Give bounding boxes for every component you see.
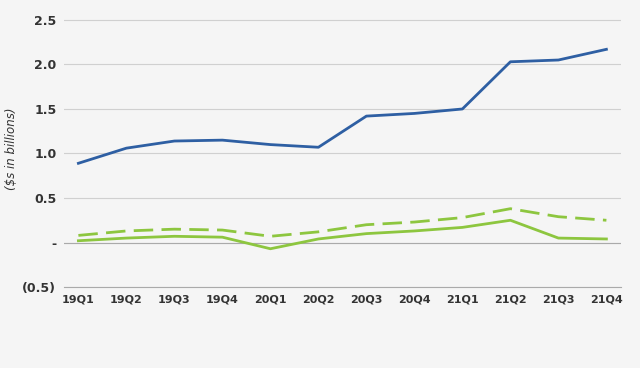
Net Rev. (ex BTC) [170,139,178,143]
EBITDA (Non-GAAP) [74,233,82,238]
EBITDA (Non-GAAP) [362,223,370,227]
Net Rev. (ex BTC) [602,47,610,52]
EBITDA (Post SBC) [218,235,227,240]
EBITDA (Post SBC) [362,231,370,236]
EBITDA (Non-GAAP) [411,220,419,224]
EBITDA (Post SBC) [122,236,131,240]
EBITDA (Non-GAAP) [602,218,610,223]
Net Rev. (ex BTC) [315,145,322,149]
Net Rev. (ex BTC) [458,107,466,111]
EBITDA (Non-GAAP) [170,227,178,231]
Y-axis label: ($s in billions): ($s in billions) [5,108,18,190]
Net Rev. (ex BTC) [506,60,514,64]
Net Rev. (ex BTC) [218,138,227,142]
EBITDA (Non-GAAP) [506,206,514,211]
Line: EBITDA (Post SBC): EBITDA (Post SBC) [78,220,606,249]
Line: EBITDA (Non-GAAP): EBITDA (Non-GAAP) [78,209,606,236]
EBITDA (Non-GAAP) [458,215,466,220]
EBITDA (Post SBC) [602,237,610,241]
Net Rev. (ex BTC) [122,146,131,151]
EBITDA (Non-GAAP) [554,215,563,219]
Net Rev. (ex BTC) [266,142,274,147]
EBITDA (Post SBC) [506,218,514,223]
EBITDA (Post SBC) [74,238,82,243]
Net Rev. (ex BTC) [74,161,82,166]
Net Rev. (ex BTC) [554,58,563,62]
Line: Net Rev. (ex BTC): Net Rev. (ex BTC) [78,49,606,163]
EBITDA (Post SBC) [458,225,466,230]
EBITDA (Post SBC) [170,234,178,238]
EBITDA (Non-GAAP) [266,234,274,238]
EBITDA (Post SBC) [315,237,322,241]
EBITDA (Post SBC) [266,247,274,251]
EBITDA (Non-GAAP) [218,228,227,232]
EBITDA (Non-GAAP) [315,230,322,234]
Net Rev. (ex BTC) [411,111,419,116]
EBITDA (Post SBC) [411,229,419,233]
EBITDA (Non-GAAP) [122,229,131,233]
Net Rev. (ex BTC) [362,114,370,118]
EBITDA (Post SBC) [554,236,563,240]
